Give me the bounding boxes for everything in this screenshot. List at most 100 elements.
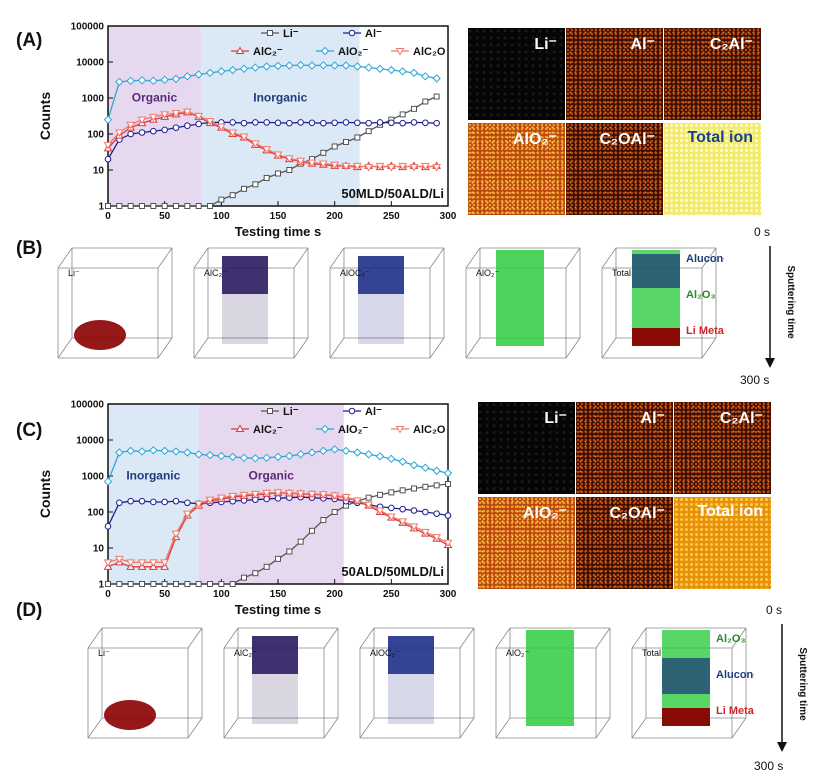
x-tick-label: 300 <box>440 589 457 600</box>
data-point <box>183 72 192 81</box>
data-point <box>274 119 282 127</box>
legend-entry: AlC₂⁻ <box>253 46 283 58</box>
x-tick-label: 100 <box>213 211 230 222</box>
data-point <box>375 507 385 516</box>
data-point <box>398 457 407 466</box>
data-point <box>330 492 340 500</box>
sputter-end-b: 300 s <box>740 373 769 387</box>
y-tick-label: 100000 <box>71 400 105 411</box>
cube-edge <box>323 717 339 739</box>
data-point <box>240 119 248 127</box>
ion-map-label: AlO₂⁻ <box>513 131 557 148</box>
cube-edge <box>157 247 173 269</box>
data-point <box>184 203 191 209</box>
data-point <box>184 581 191 587</box>
data-point <box>297 119 304 126</box>
data-point <box>228 492 238 501</box>
panel-label-d: (D) <box>16 600 43 621</box>
y-axis-title: Counts <box>37 470 53 518</box>
ion-cloud <box>388 636 434 674</box>
cube-row-d: Li⁻ AlC₂⁻ AlOC₂⁻ AlO₂⁻ Al₂O₃ Alucone Li Metal T… <box>80 620 760 750</box>
data-point <box>273 452 283 462</box>
ion-map-label: Al⁻ <box>630 36 655 53</box>
x-tick-label: 50 <box>159 211 171 222</box>
legend-entry: Al⁻ <box>365 406 382 418</box>
data-point <box>319 61 328 70</box>
data-point <box>352 497 362 505</box>
data-point <box>205 68 215 78</box>
x-tick-label: 200 <box>326 589 343 600</box>
data-point <box>296 490 306 498</box>
data-point <box>422 508 429 516</box>
data-point <box>160 446 169 456</box>
cube-edge <box>701 247 717 269</box>
x-axis-title: Testing time s <box>235 224 321 239</box>
cube-label: AlO₂⁻ <box>476 268 499 278</box>
data-point <box>161 126 168 134</box>
data-point <box>217 67 226 76</box>
ion-scatter <box>222 294 268 344</box>
cube-edge <box>565 247 581 269</box>
data-point <box>432 534 442 542</box>
ion-map-tile: Li⁻ <box>478 402 575 494</box>
cube-3: AlO₂⁻ <box>465 247 581 359</box>
cube-edge <box>429 337 445 359</box>
data-point <box>138 129 146 136</box>
data-point <box>432 466 441 475</box>
legend-entry: AlO₂⁻ <box>338 46 368 58</box>
cube-edge <box>359 627 375 649</box>
total-alucone <box>632 254 680 288</box>
data-point <box>297 538 304 545</box>
data-point <box>160 559 170 567</box>
cube-edge <box>495 627 511 649</box>
data-point <box>116 581 123 587</box>
legend-marker <box>320 424 330 434</box>
data-point <box>410 507 418 514</box>
data-point <box>137 559 147 567</box>
ion-cloud <box>358 256 404 294</box>
arrow-head-b <box>765 358 775 368</box>
data-point <box>239 64 249 73</box>
data-point <box>307 61 317 70</box>
cube-edge <box>701 337 717 359</box>
data-point <box>104 155 112 163</box>
legend-entry: Al⁻ <box>365 28 382 40</box>
x-axis-title: Testing time s <box>235 602 321 617</box>
cube-label: AlOC₂⁻ <box>370 648 400 658</box>
layer-label: Al₂O₃ <box>686 289 716 301</box>
region-label-1: Inorganic <box>253 91 307 105</box>
sputter-label-b: Sputtering time <box>785 265 796 339</box>
data-point <box>139 203 145 209</box>
ion-map-tile: AlO₂⁻ <box>468 123 565 215</box>
legend-entry: AlC₂O <box>413 424 446 436</box>
data-point <box>148 113 158 122</box>
data-point <box>149 76 158 86</box>
legend-marker <box>235 46 245 54</box>
cube-edge <box>459 717 475 739</box>
data-point <box>252 181 259 188</box>
data-point <box>205 117 215 126</box>
cube-3: AlO₂⁻ <box>495 627 611 739</box>
ion-map-tile: Total ion <box>664 123 761 215</box>
data-point <box>239 491 249 500</box>
data-point <box>341 446 351 456</box>
data-point <box>250 490 260 499</box>
data-point <box>150 203 157 209</box>
cube-edge <box>187 717 203 739</box>
data-point <box>114 555 124 564</box>
cube-label: AlC₂⁻ <box>204 268 227 278</box>
data-point <box>137 116 147 125</box>
data-point <box>103 115 113 124</box>
y-tick-label: 100 <box>87 130 104 141</box>
layer-label: Alucone <box>686 253 724 265</box>
cube-label: AlO₂⁻ <box>506 648 529 658</box>
data-point <box>432 164 442 172</box>
data-point <box>409 164 419 172</box>
data-point <box>229 119 236 126</box>
data-point <box>376 119 384 126</box>
data-point <box>184 499 191 507</box>
data-point <box>194 112 204 121</box>
data-point <box>104 523 112 530</box>
data-point <box>127 203 134 209</box>
cube-edge <box>465 337 481 359</box>
